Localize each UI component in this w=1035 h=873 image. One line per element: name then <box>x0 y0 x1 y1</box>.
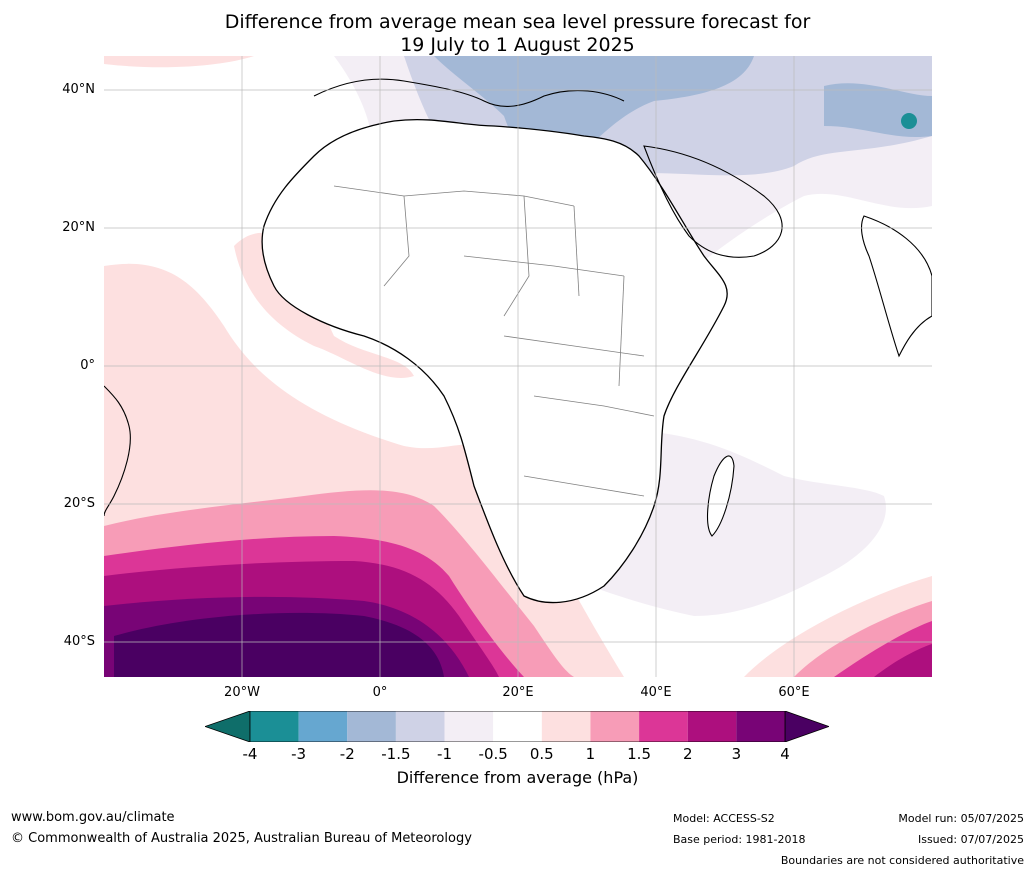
lat-label-0: 0° <box>80 358 95 373</box>
colorbar <box>205 711 829 742</box>
colorbar-swatch <box>395 711 445 742</box>
arabian-peninsula <box>643 145 783 258</box>
footer-base-period: Base period: 1981-2018 <box>673 833 806 846</box>
graticule <box>104 56 932 677</box>
colorbar-tick-label: -0.5 <box>478 745 508 763</box>
lon-label-40e: 40°E <box>640 685 672 700</box>
colorbar-tick-label: -3 <box>291 745 307 763</box>
madagascar <box>706 455 735 537</box>
colorbar-high-extend <box>784 711 829 742</box>
anomaly-above-4-zone <box>114 612 444 677</box>
lon-label-20e: 20°E <box>502 685 534 700</box>
colorbar-swatch <box>298 711 348 742</box>
colorbar-tick-label: -2 <box>339 745 355 763</box>
footer-website: www.bom.gov.au/climate <box>11 810 175 825</box>
colorbar-swatch <box>250 711 299 742</box>
colorbar-tick-label: 2 <box>682 745 693 763</box>
colorbar-swatch <box>736 711 785 742</box>
colorbar-tick-label: -4 <box>242 745 258 763</box>
africa-landmass <box>261 118 728 604</box>
europe-coastline <box>313 78 625 107</box>
footer-issued: Issued: 07/07/2025 <box>917 833 1024 846</box>
colorbar-low-extend <box>205 711 251 742</box>
colorbar-swatch <box>493 711 542 742</box>
footer-model: Model: ACCESS-S2 <box>673 812 775 825</box>
anomaly-0.5-1-top-zone <box>104 56 254 68</box>
map-title-line2: 19 July to 1 August 2025 <box>400 34 635 56</box>
anomaly-se-deep-zone <box>874 644 932 677</box>
colorbar-tick-label: 1.5 <box>627 745 651 763</box>
indian-subcontinent <box>860 215 932 358</box>
colorbar-swatch <box>639 711 688 742</box>
colorbar-swatch <box>590 711 640 742</box>
colorbar-swatch <box>347 711 396 742</box>
lon-label-0: 0° <box>372 685 388 700</box>
footer-copyright: © Commonwealth of Australia 2025, Austra… <box>11 831 472 846</box>
colorbar-tick-label: 4 <box>780 745 790 763</box>
colorbar-title: Difference from average (hPa) <box>396 768 639 787</box>
colorbar-swatch <box>541 711 591 742</box>
colorbar-tick-label: -1 <box>437 745 453 763</box>
lon-label-20w: 20°W <box>224 685 260 700</box>
lat-label-40n: 40°N <box>62 82 95 97</box>
lat-label-20s: 20°S <box>63 496 95 511</box>
anomaly-neg-core <box>901 113 917 129</box>
colorbar-tick-label: 3 <box>731 745 742 763</box>
map-canvas <box>104 56 932 677</box>
country-borders <box>333 185 655 497</box>
lat-label-40s: 40°S <box>63 634 95 649</box>
map-title-line1: Difference from average mean sea level p… <box>224 11 811 33</box>
colorbar-tick-label: 0.5 <box>529 745 554 763</box>
anomaly-neg-strong-zone <box>434 56 754 168</box>
colorbar-swatch <box>444 711 494 742</box>
footer-model-run: Model run: 05/07/2025 <box>898 812 1024 825</box>
colorbar-tick-label: 1 <box>585 745 596 763</box>
pressure-anomaly-map <box>104 56 932 677</box>
lat-label-20n: 20°N <box>62 220 95 235</box>
footer-disclaimer: Boundaries are not considered authoritat… <box>780 854 1024 867</box>
lon-label-60e: 60°E <box>778 685 810 700</box>
colorbar-swatch <box>687 711 737 742</box>
colorbar-tick-label: -1.5 <box>381 745 411 763</box>
south-america-coastline <box>104 385 131 517</box>
